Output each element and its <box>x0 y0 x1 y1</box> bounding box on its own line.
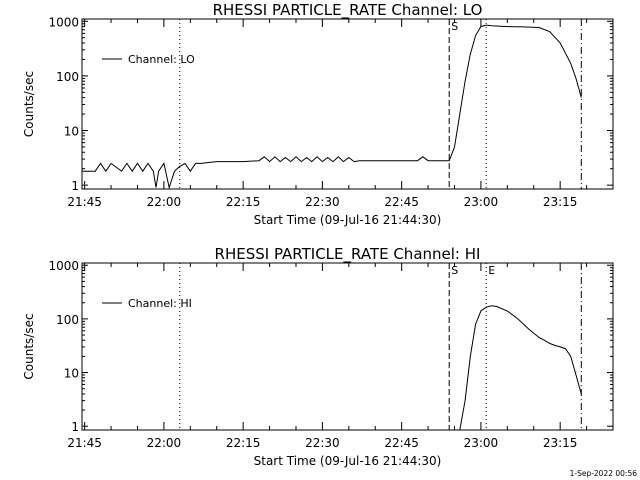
panel-lo: RHESSI PARTICLE_RATE Channel: LO Counts/s… <box>22 1 614 227</box>
x-tick-label: 22:00 <box>147 195 182 209</box>
x-tick-label: 22:30 <box>305 195 340 209</box>
x-tick-label: 22:45 <box>384 436 419 450</box>
marker-label: E <box>488 264 495 277</box>
y-tick-label: 10 <box>64 367 79 381</box>
series-line <box>82 24 582 189</box>
y-tick-label: 10 <box>64 125 79 139</box>
plot-frame <box>81 262 614 431</box>
legend-label: Channel: HI <box>128 297 192 310</box>
x-tick-label: 22:15 <box>226 195 261 209</box>
y-tick-label: 100 <box>56 313 79 327</box>
footer-timestamp: 1-Sep-2022 00:56 <box>570 469 638 478</box>
x-tick-label: 22:45 <box>384 195 419 209</box>
panel-hi: RHESSI PARTICLE_RATE Channel: HI Counts/s… <box>22 245 614 468</box>
x-tick-label: 22:00 <box>147 436 182 450</box>
x-tick-label: 21:45 <box>67 436 102 450</box>
y-tick-label: 1 <box>71 420 79 434</box>
y-tick-label: 1000 <box>48 15 79 29</box>
x-tick-label: 23:15 <box>543 436 578 450</box>
marker-label: S <box>451 20 458 33</box>
y-tick-label: 1000 <box>48 259 79 273</box>
chart-title: RHESSI PARTICLE_RATE Channel: HI <box>215 245 481 264</box>
x-tick-label: 23:15 <box>543 195 578 209</box>
x-tick-label: 22:30 <box>305 436 340 450</box>
y-tick-label: 100 <box>56 70 79 84</box>
y-axis-label: Counts/sec <box>22 313 36 379</box>
legend-label: Channel: LO <box>128 53 195 66</box>
x-tick-label: 21:45 <box>67 195 102 209</box>
x-axis-label: Start Time (09-Jul-16 21:44:30) <box>254 454 442 468</box>
series-line <box>459 305 582 430</box>
marker-label: S <box>451 264 458 277</box>
chart-title: RHESSI PARTICLE_RATE Channel: LO <box>213 1 483 20</box>
plot-frame <box>81 18 614 190</box>
x-axis-label: Start Time (09-Jul-16 21:44:30) <box>254 213 442 227</box>
x-tick-label: 23:00 <box>464 195 499 209</box>
y-tick-label: 1 <box>71 179 79 193</box>
x-tick-label: 23:00 <box>464 436 499 450</box>
y-axis-label: Counts/sec <box>22 71 36 137</box>
x-tick-label: 22:15 <box>226 436 261 450</box>
